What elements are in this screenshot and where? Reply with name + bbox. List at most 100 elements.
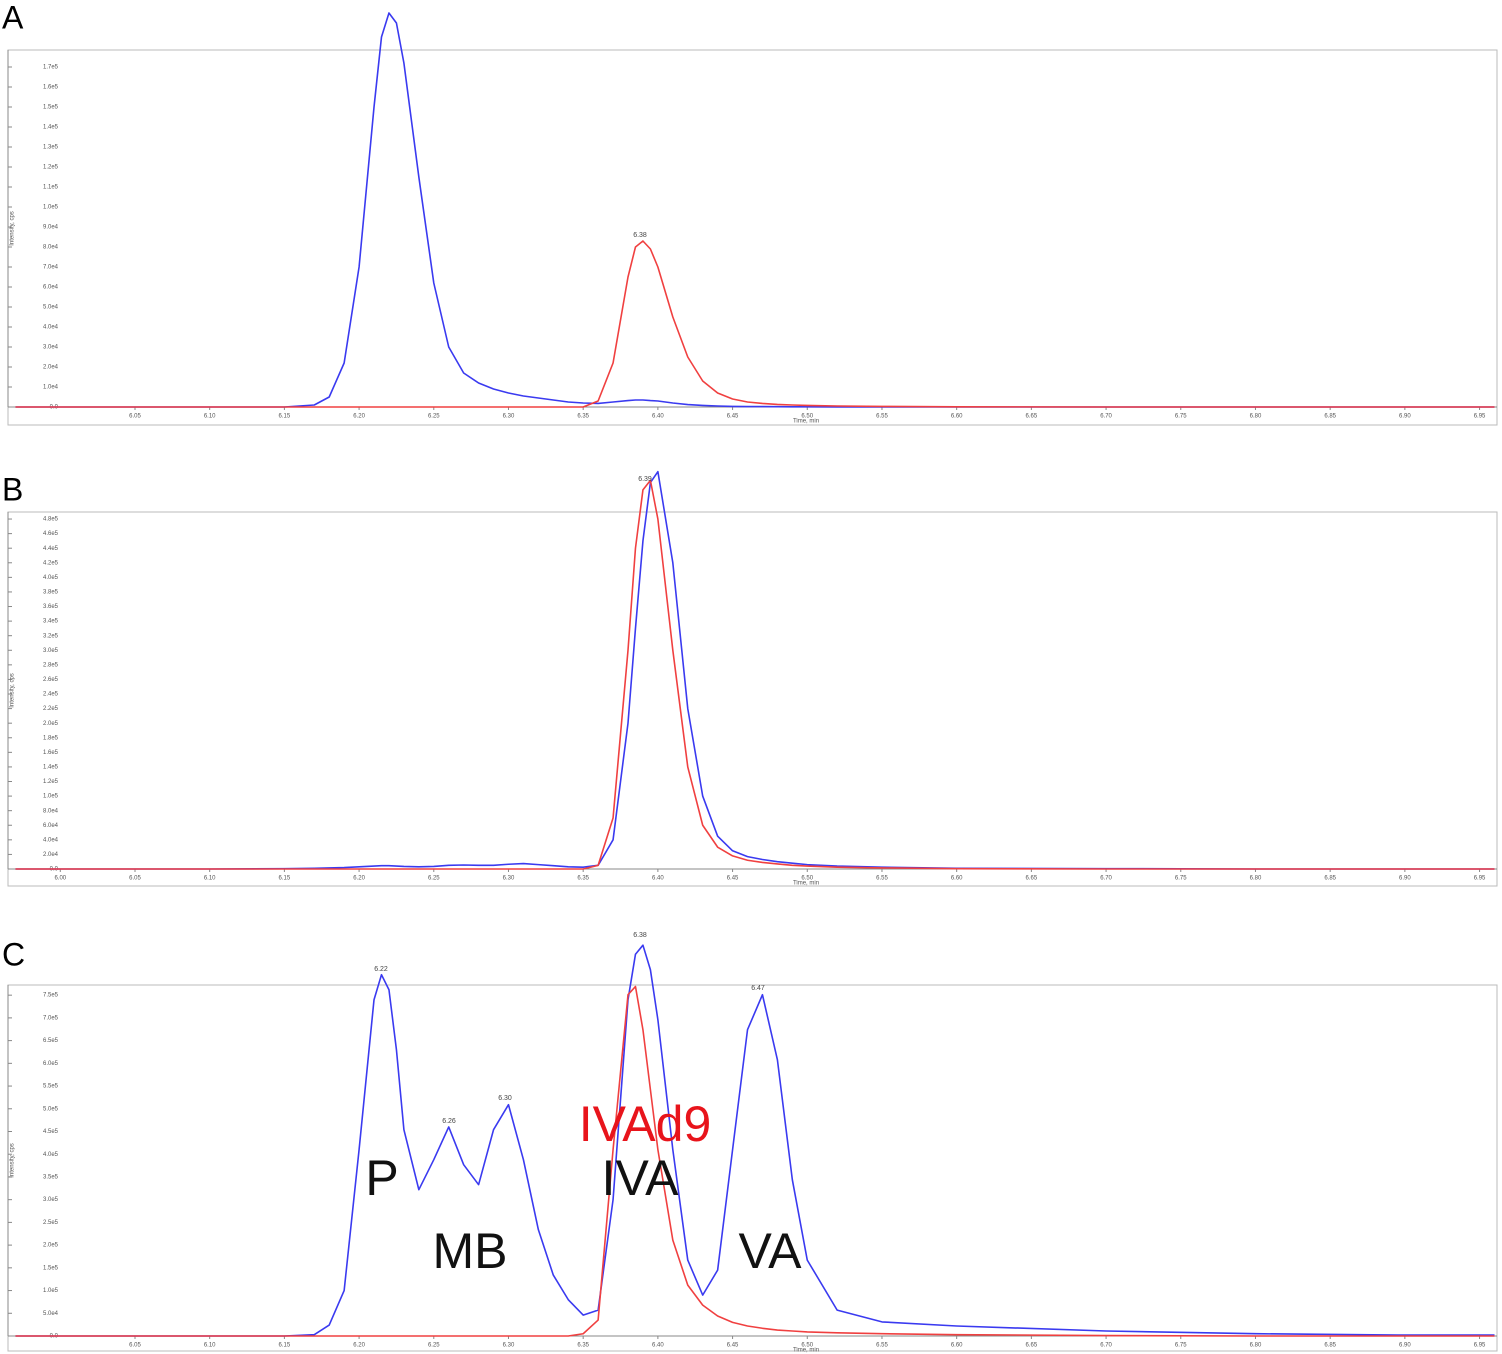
y-tick-label: 3.0e5 (43, 1197, 59, 1203)
x-tick-label: 6.05 (129, 1343, 141, 1349)
x-tick-label: 6.60 (951, 1343, 963, 1349)
compound-label: IVA (602, 1150, 680, 1206)
x-tick-label: 6.80 (1250, 876, 1262, 882)
x-tick-label: 6.25 (428, 1343, 440, 1349)
x-tick-label: 6.85 (1324, 1343, 1336, 1349)
x-tick-label: 6.15 (279, 1343, 291, 1349)
x-tick-label: 6.40 (652, 414, 664, 420)
panel-letter: C (2, 936, 25, 972)
y-tick-label: 3.6e5 (43, 604, 59, 610)
peak-annotation: 6.30 (498, 1095, 512, 1102)
x-axis-label: Time, min (793, 419, 819, 425)
y-axis-label: Intensity, cps (10, 673, 16, 708)
x-tick-label: 6.55 (876, 876, 888, 882)
y-tick-label: 2.5e5 (43, 1220, 59, 1226)
x-tick-label: 6.50 (801, 1343, 813, 1349)
series-line (15, 12, 1495, 408)
x-tick-label: 6.10 (204, 1343, 216, 1349)
peak-annotation: 6.22 (374, 966, 388, 973)
panel-frame (7, 511, 1498, 887)
y-tick-label: 1.2e5 (43, 165, 59, 171)
y-tick-label: 3.5e5 (43, 1175, 59, 1181)
y-tick-label: 4.6e5 (43, 531, 59, 537)
series-line (15, 985, 1495, 1337)
x-tick-label: 6.65 (1026, 414, 1038, 420)
x-tick-label: 6.05 (129, 414, 141, 420)
y-tick-label: 5.0e5 (43, 1106, 59, 1112)
y-tick-label: 1.1e5 (43, 185, 59, 191)
x-tick-label: 6.40 (652, 1343, 664, 1349)
y-tick-label: 1.0e5 (43, 205, 59, 211)
x-tick-label: 6.35 (577, 1343, 589, 1349)
y-tick-label: 6.0e4 (43, 285, 59, 291)
x-tick-label: 6.45 (727, 876, 739, 882)
x-tick-label: 6.95 (1474, 876, 1486, 882)
x-tick-label: 6.45 (727, 414, 739, 420)
x-tick-label: 6.95 (1474, 414, 1486, 420)
panel-frame (7, 984, 1498, 1352)
y-axis-label: Intensity, cps (10, 211, 16, 246)
panel-letter: A (2, 0, 24, 35)
y-tick-label: 2.2e5 (43, 706, 59, 712)
y-tick-label: 4.0e5 (43, 1152, 59, 1158)
x-tick-label: 6.85 (1324, 876, 1336, 882)
y-tick-label: 3.4e5 (43, 619, 59, 625)
x-tick-label: 6.65 (1026, 1343, 1038, 1349)
peak-annotation: 6.38 (633, 232, 647, 239)
x-tick-label: 6.10 (204, 414, 216, 420)
y-tick-label: 4.0e4 (43, 837, 59, 843)
x-tick-label: 6.20 (353, 1343, 365, 1349)
x-tick-label: 6.80 (1250, 414, 1262, 420)
x-tick-label: 6.15 (279, 876, 291, 882)
y-tick-label: 4.2e5 (43, 560, 59, 566)
compound-label: MB (433, 1223, 508, 1279)
x-tick-label: 6.55 (876, 414, 888, 420)
y-tick-label: 8.0e4 (43, 808, 59, 814)
y-tick-label: 5.5e5 (43, 1084, 59, 1090)
y-tick-label: 4.5e5 (43, 1129, 59, 1135)
compound-label: VA (739, 1223, 803, 1279)
series-line (15, 479, 1495, 870)
x-tick-label: 6.50 (801, 876, 813, 882)
y-tick-label: 4.0e4 (43, 325, 59, 331)
x-tick-label: 6.60 (951, 876, 963, 882)
x-tick-label: 6.95 (1474, 1343, 1486, 1349)
x-tick-label: 6.30 (503, 414, 515, 420)
x-tick-label: 6.15 (279, 414, 291, 420)
y-tick-label: 1.0e5 (43, 1288, 59, 1294)
y-tick-label: 1.2e5 (43, 779, 59, 785)
x-tick-label: 6.60 (951, 414, 963, 420)
y-tick-label: 2.0e4 (43, 365, 59, 371)
y-tick-label: 7.0e4 (43, 265, 59, 271)
x-tick-label: 6.50 (801, 414, 813, 420)
x-tick-label: 6.30 (503, 1343, 515, 1349)
x-tick-label: 6.65 (1026, 876, 1038, 882)
y-tick-label: 2.4e5 (43, 692, 59, 698)
x-tick-label: 6.30 (503, 876, 515, 882)
x-tick-label: 6.20 (353, 414, 365, 420)
y-tick-label: 1.6e5 (43, 750, 59, 756)
x-tick-label: 6.90 (1399, 1343, 1411, 1349)
x-tick-label: 6.25 (428, 414, 440, 420)
compound-label: IVAd9 (579, 1096, 712, 1152)
y-tick-label: 2.0e4 (43, 852, 59, 858)
y-tick-label: 4.8e5 (43, 517, 59, 523)
x-tick-label: 6.40 (652, 876, 664, 882)
series-line (15, 240, 1495, 408)
y-tick-label: 4.0e5 (43, 575, 59, 581)
y-tick-label: 2.6e5 (43, 677, 59, 683)
y-tick-label: 1.0e4 (43, 385, 59, 391)
x-tick-label: 6.45 (727, 1343, 739, 1349)
x-tick-label: 6.90 (1399, 414, 1411, 420)
peak-annotation: 6.38 (633, 932, 647, 939)
y-tick-label: 1.7e5 (43, 65, 59, 71)
x-tick-label: 6.05 (129, 876, 141, 882)
y-tick-label: 1.3e5 (43, 145, 59, 151)
panel-letter: B (2, 471, 23, 507)
series-line (15, 470, 1495, 870)
x-axis-label: Time, min (793, 1348, 819, 1354)
x-tick-label: 6.00 (54, 876, 66, 882)
panel-frame (7, 49, 1498, 426)
y-tick-label: 9.0e4 (43, 225, 59, 231)
y-tick-label: 1.5e5 (43, 1265, 59, 1271)
